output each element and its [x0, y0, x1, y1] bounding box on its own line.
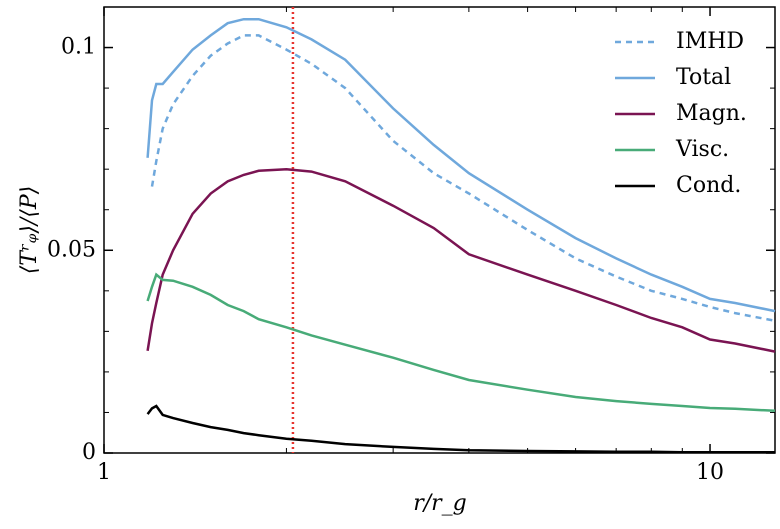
legend-label: Visc.: [675, 137, 729, 162]
legend-label: Total: [676, 65, 731, 90]
legend-label: Magn.: [676, 101, 747, 126]
series-line: [146, 404, 775, 454]
x-tick-label: 10: [696, 460, 724, 485]
x-tick-label: 1: [97, 460, 111, 485]
series-line: [146, 167, 776, 353]
series-line: [146, 17, 776, 313]
y-tick-label: 0: [82, 440, 96, 465]
y-tick-label: 0.05: [47, 237, 96, 262]
series-line: [150, 34, 776, 323]
y-axis-label: ⟨Tʳᵩ⟩/⟨P⟩: [17, 186, 42, 275]
legend-label: IMHD: [676, 29, 744, 54]
legend-label: Cond.: [676, 173, 741, 198]
plot-frame: [103, 6, 776, 454]
y-tick-label: 0.1: [61, 35, 96, 60]
x-axis-label: r/r_g: [413, 491, 467, 516]
series-line: [146, 272, 776, 413]
